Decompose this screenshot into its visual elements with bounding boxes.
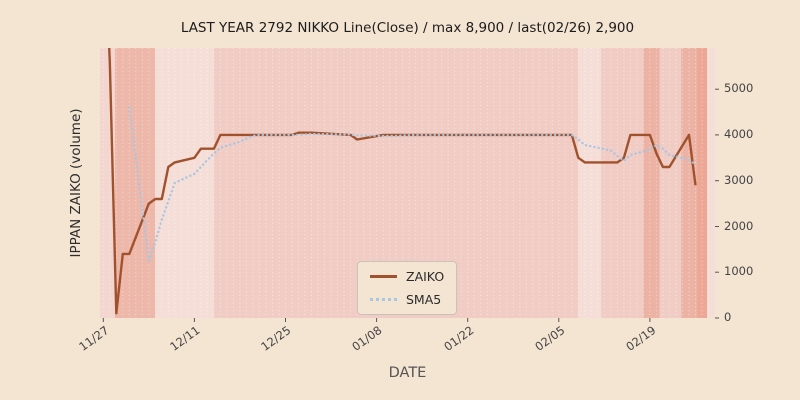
background-band <box>697 48 708 318</box>
legend-line-sample-zaiko <box>370 275 397 278</box>
background-band <box>578 48 602 318</box>
background-band <box>643 48 660 318</box>
y-axis-label: IPPAN ZAIKO (volume) <box>68 108 84 258</box>
y-tick-label: 0 <box>724 310 732 324</box>
background-band <box>659 48 682 318</box>
legend-entry-sma5: SMA5 <box>370 292 444 307</box>
chart-title: LAST YEAR 2792 NIKKO Line(Close) / max 8… <box>180 20 635 36</box>
y-tick-label: 1000 <box>724 264 754 279</box>
background-band <box>707 48 715 318</box>
x-axis-label: DATE <box>388 365 427 381</box>
y-tick-label: 4000 <box>724 126 754 141</box>
legend-label: ZAIKO <box>406 269 445 284</box>
y-tick-label: 5000 <box>724 81 754 96</box>
y-tick-label: 3000 <box>724 172 754 187</box>
background-band <box>601 48 644 318</box>
legend-label: SMA5 <box>406 292 442 307</box>
legend-entry-zaiko: ZAIKO <box>370 269 444 284</box>
legend: ZAIKO SMA5 <box>357 261 458 315</box>
y-tick-label: 2000 <box>724 218 754 233</box>
legend-line-sample-sma5 <box>370 298 397 301</box>
background-band <box>681 48 698 318</box>
series-line-zaiko <box>108 48 697 315</box>
series-line-sma5 <box>128 106 697 262</box>
